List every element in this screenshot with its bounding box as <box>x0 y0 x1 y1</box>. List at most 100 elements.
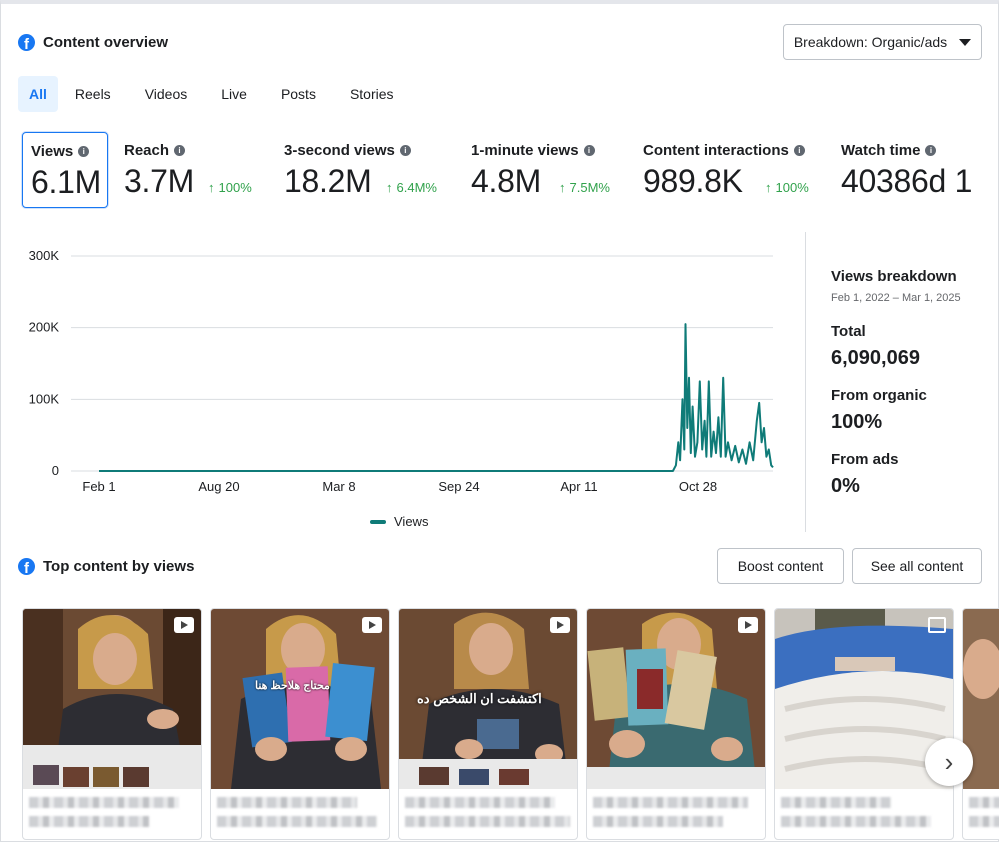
content-thumbnail[interactable] <box>23 609 201 789</box>
chevron-right-icon: › <box>944 746 954 777</box>
metric-label: Views i <box>31 143 90 160</box>
total-label: Total <box>831 323 866 340</box>
facebook-logo-icon: f <box>18 34 35 51</box>
metric-label-text: Views <box>31 143 74 160</box>
metric-value: 989.8K <box>643 163 743 199</box>
content-card[interactable] <box>962 608 999 840</box>
tab-videos[interactable]: Videos <box>128 76 205 112</box>
metric-label-text: 1-minute views <box>471 142 579 159</box>
metric-label: Watch time i <box>841 142 937 159</box>
metric-content-interactions[interactable]: Content interactions i 989.8K ↑ 100% <box>635 132 830 208</box>
metric-value: 6.1M <box>31 164 101 200</box>
content-caption-blurred <box>969 797 999 839</box>
content-card[interactable]: محتاج هلاحظ هنا <box>210 608 390 840</box>
views-line-chart[interactable]: 0 100K 200K 300K Feb 1 Aug 20 Mar 8 Sep 24 Apr 1… <box>1 229 801 539</box>
y-tick-label: 100K <box>29 391 60 406</box>
metric-label: Content interactions i <box>643 142 805 159</box>
arrow-up-icon: ↑ <box>208 180 215 195</box>
vertical-divider <box>805 232 806 532</box>
x-tick-label: Aug 20 <box>198 479 239 494</box>
photo-icon <box>928 617 946 633</box>
tab-label: Reels <box>74 86 111 102</box>
content-type-tabs: All Reels Videos Live Posts Stories <box>18 76 411 112</box>
metric-views[interactable]: Views i 6.1M <box>22 132 108 208</box>
metric-delta: ↑ 100% <box>765 180 809 195</box>
x-tick-label: Feb 1 <box>82 479 115 494</box>
tab-label: All <box>29 86 47 102</box>
metric-value: 40386d 1 <box>841 163 973 199</box>
content-card[interactable] <box>22 608 202 840</box>
views-breakdown-title: Views breakdown <box>831 268 957 285</box>
x-tick-label: Apr 11 <box>560 479 597 494</box>
metric-delta: ↑ 6.4M% <box>386 180 437 195</box>
legend-swatch <box>370 520 386 524</box>
total-value: 6,090,069 <box>831 347 920 369</box>
content-card[interactable] <box>774 608 954 840</box>
see-all-content-button[interactable]: See all content <box>852 548 982 584</box>
content-overview-header: f Content overview <box>18 34 168 51</box>
tab-label: Posts <box>280 86 316 102</box>
carousel-next-button[interactable]: › <box>925 738 973 786</box>
metric-value: 3.7M <box>124 163 194 199</box>
content-thumbnail[interactable]: محتاج هلاحظ هنا <box>211 609 389 789</box>
video-icon <box>738 617 758 633</box>
tab-label: Stories <box>349 86 394 102</box>
metric-value: 4.8M <box>471 163 541 199</box>
thumbnail-overlay-text: محتاج هلاحظ هنا <box>255 680 330 692</box>
tab-posts[interactable]: Posts <box>264 76 333 112</box>
metric-value: 18.2M <box>284 163 372 199</box>
info-icon[interactable]: i <box>78 146 90 157</box>
tab-stories[interactable]: Stories <box>333 76 411 112</box>
metric-watch-time[interactable]: Watch time i 40386d 1 <box>833 132 998 208</box>
metric-3-second-views[interactable]: 3-second views i 18.2M ↑ 6.4M% <box>276 132 456 208</box>
y-tick-label: 0 <box>52 463 59 478</box>
x-tick-label: Sep 24 <box>438 479 479 494</box>
legend-label: Views <box>394 514 429 529</box>
metric-label-text: Content interactions <box>643 142 789 159</box>
metric-label: 3-second views i <box>284 142 411 159</box>
metric-delta-text: 7.5M% <box>569 180 610 195</box>
content-thumbnail[interactable] <box>587 609 765 789</box>
metric-label-text: Reach <box>124 142 170 159</box>
metric-label: 1-minute views i <box>471 142 595 159</box>
metric-label: Reach i <box>124 142 186 159</box>
views-breakdown-range: Feb 1, 2022 – Mar 1, 2025 <box>831 292 961 304</box>
x-tick-label: Oct 28 <box>679 479 717 494</box>
metric-delta: ↑ 7.5M% <box>559 180 610 195</box>
views-series-line[interactable] <box>99 323 774 472</box>
metric-1-minute-views[interactable]: 1-minute views i 4.8M ↑ 7.5M% <box>463 132 633 208</box>
metric-label-text: 3-second views <box>284 142 395 159</box>
content-thumbnail[interactable] <box>963 609 999 789</box>
info-icon[interactable]: i <box>793 145 805 156</box>
info-icon[interactable]: i <box>925 145 937 156</box>
breakdown-dropdown[interactable]: Breakdown: Organic/ads <box>783 24 982 60</box>
content-caption-blurred <box>781 797 947 839</box>
info-icon[interactable]: i <box>583 145 595 156</box>
breakdown-dropdown-label: Breakdown: Organic/ads <box>793 34 948 50</box>
see-all-content-label: See all content <box>870 558 964 574</box>
arrow-up-icon: ↑ <box>386 180 393 195</box>
info-icon[interactable]: i <box>399 145 411 156</box>
tab-label: Live <box>221 86 247 102</box>
boost-content-button[interactable]: Boost content <box>717 548 844 584</box>
tab-live[interactable]: Live <box>204 76 264 112</box>
organic-value: 100% <box>831 411 883 433</box>
content-thumbnail[interactable]: اكتشفت ان الشخص ده <box>399 609 577 789</box>
video-icon <box>550 617 570 633</box>
info-icon[interactable]: i <box>174 145 186 156</box>
top-content-carousel: محتاج هلاحظ هنا <box>22 608 999 842</box>
boost-content-label: Boost content <box>737 558 824 574</box>
video-icon <box>362 617 382 633</box>
x-tick-label: Mar 8 <box>322 479 355 494</box>
y-tick-label: 200K <box>29 320 60 335</box>
content-overview-title: Content overview <box>43 34 169 51</box>
top-content-header: f Top content by views <box>18 558 194 575</box>
metric-reach[interactable]: Reach i 3.7M ↑ 100% <box>116 132 266 208</box>
content-card[interactable]: اكتشفت ان الشخص ده <box>398 608 578 840</box>
metric-label-text: Watch time <box>841 142 921 159</box>
tab-reels[interactable]: Reels <box>58 76 128 112</box>
content-card[interactable] <box>586 608 766 840</box>
metric-delta-text: 6.4M% <box>396 180 437 195</box>
tab-all[interactable]: All <box>18 76 58 112</box>
